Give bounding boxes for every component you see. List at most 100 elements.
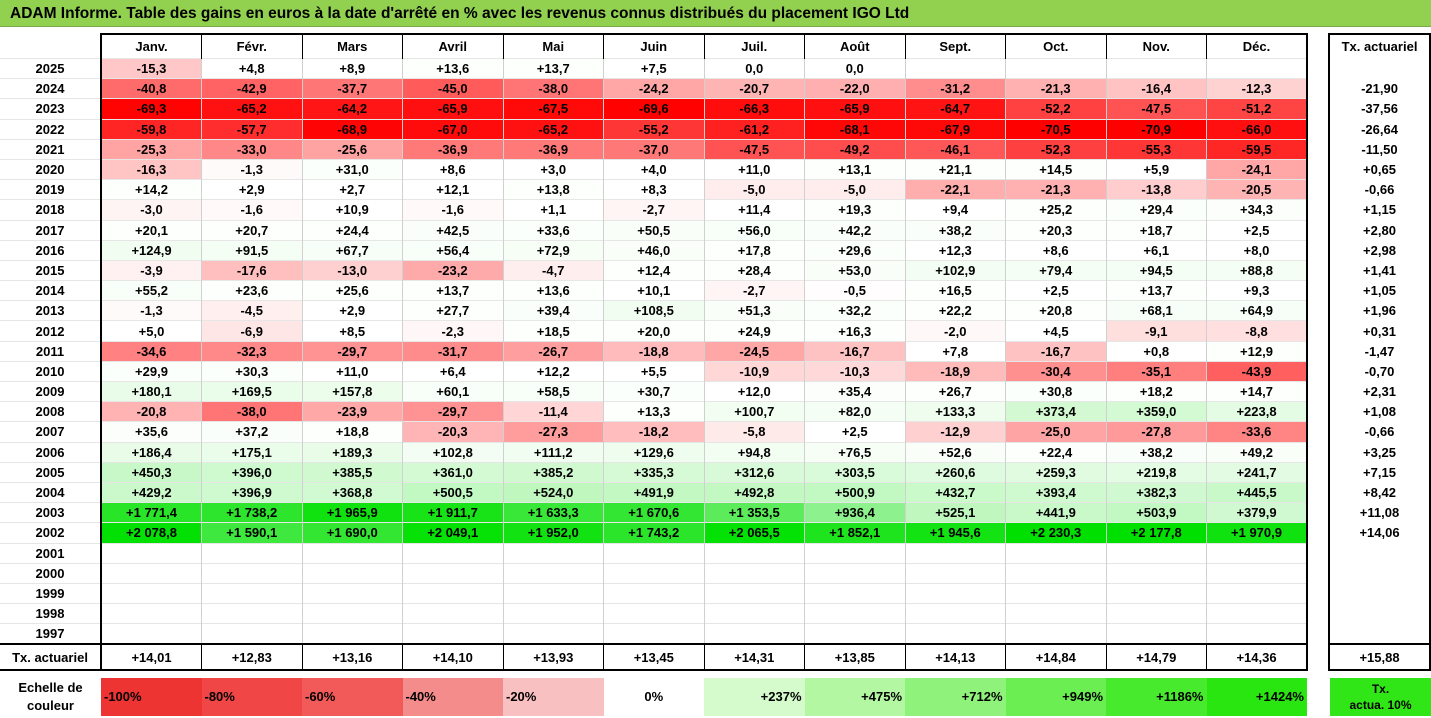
gain-cell: +29,4 bbox=[1105, 199, 1207, 220]
gain-cell: +5,0 bbox=[100, 320, 202, 342]
gain-cell: +82,0 bbox=[804, 401, 905, 422]
table-row: 2008 -20,8 -38,0 -23,9 -29,7 -11,4 +13,3 +100,7… bbox=[0, 401, 1307, 422]
actuarial-rate-header: Tx. actuariel bbox=[1329, 33, 1430, 59]
gain-cell: +46,0 bbox=[603, 239, 704, 261]
gain-cell: +393,4 bbox=[1005, 481, 1106, 503]
actuarial-row: -1,47 bbox=[1329, 341, 1430, 361]
gain-cell: -8,8 bbox=[1206, 320, 1307, 342]
gain-cell: +11,0 bbox=[301, 360, 403, 382]
gain-cell: +9,4 bbox=[904, 199, 1006, 220]
gain-cell: +10,1 bbox=[603, 280, 704, 301]
table-row: 2015 -3,9 -17,6 -13,0 -23,2 -4,7 +12,4 +28,4 +53… bbox=[0, 259, 1307, 281]
gain-cell: +503,9 bbox=[1105, 502, 1207, 523]
gain-cell: +14,5 bbox=[1005, 158, 1106, 180]
actuarial-rate-cell: +2,98 bbox=[1363, 242, 1396, 258]
year-label: 2015 bbox=[0, 259, 102, 281]
gain-cell: -68,9 bbox=[301, 118, 403, 140]
table-row: 2017 +20,1 +20,7 +24,4 +42,5 +33,6 +50,5 +56,0 +… bbox=[0, 219, 1307, 241]
month-header: Mars bbox=[301, 33, 403, 59]
year-label: 2025 bbox=[0, 57, 102, 79]
gain-cell bbox=[804, 603, 905, 624]
table-row: 2005 +450,3 +396,0 +385,5 +361,0 +385,2 +335,3… bbox=[0, 461, 1307, 483]
gain-cell bbox=[502, 542, 604, 564]
gain-cell: +56,0 bbox=[703, 219, 805, 241]
actuarial-row: +1,96 bbox=[1329, 301, 1430, 321]
color-scale-swatch: -100% bbox=[101, 678, 202, 716]
gains-table: Janv. Févr. Mars Avril Mai Juin Juil. Août Sept.… bbox=[0, 33, 1308, 672]
gain-cell bbox=[904, 582, 1006, 604]
gain-cell: +2,5 bbox=[1005, 280, 1106, 301]
month-header: Août bbox=[804, 33, 905, 59]
actuarial-swatch-line1: Tx. bbox=[1371, 682, 1390, 696]
gain-cell: +55,2 bbox=[100, 280, 202, 301]
actuarial-rate-cell: +14,06 bbox=[1359, 525, 1400, 541]
gain-cell: +4,0 bbox=[603, 158, 704, 180]
gain-cell: +94,5 bbox=[1105, 259, 1207, 281]
gain-cell bbox=[804, 582, 905, 604]
year-label: 1998 bbox=[0, 603, 102, 624]
actuarial-rate-cell: +8,42 bbox=[1363, 485, 1396, 501]
month-header: Juin bbox=[603, 33, 704, 59]
color-scale-swatch: +475% bbox=[804, 678, 905, 716]
year-label: 2010 bbox=[0, 360, 102, 382]
gain-cell: +14,7 bbox=[1206, 380, 1307, 402]
gain-cell: +76,5 bbox=[804, 441, 905, 463]
gain-cell: +1 965,9 bbox=[301, 502, 403, 523]
gain-cell: +12,1 bbox=[402, 179, 503, 200]
gain-cell: +8,6 bbox=[1005, 239, 1106, 261]
gain-cell: -1,3 bbox=[201, 158, 302, 180]
actuarial-rate-cell: -0,70 bbox=[1364, 363, 1395, 379]
actuarial-rate-cell: +1,96 bbox=[1363, 303, 1396, 319]
actuarial-row bbox=[1329, 543, 1430, 563]
actuarial-row: -37,56 bbox=[1329, 99, 1430, 119]
gain-cell: -20,8 bbox=[100, 401, 202, 422]
gain-cell: +14,2 bbox=[100, 179, 202, 200]
footer-rate-cell: +14,01 bbox=[100, 643, 202, 671]
color-scale-swatch: +1424% bbox=[1206, 678, 1307, 716]
color-scale-swatch: -20% bbox=[503, 678, 604, 716]
gain-cell: +53,0 bbox=[804, 259, 905, 281]
gain-cell: -69,3 bbox=[100, 98, 202, 120]
gain-cell: +68,1 bbox=[1105, 300, 1207, 321]
gain-cell: -51,2 bbox=[1206, 98, 1307, 120]
gain-cell: +13,7 bbox=[1105, 280, 1207, 301]
gain-cell: -68,1 bbox=[804, 118, 905, 140]
actuarial-rate-cell: +2,31 bbox=[1363, 384, 1396, 400]
gain-cell: +12,4 bbox=[603, 259, 704, 281]
table-row: 2020 -16,3 -1,3 +31,0 +8,6 +3,0 +4,0 +11,0 +13,1… bbox=[0, 158, 1307, 180]
gain-cell: +259,3 bbox=[1005, 461, 1106, 483]
year-label: 2002 bbox=[0, 522, 102, 543]
gain-cell: -66,3 bbox=[703, 98, 805, 120]
gain-cell: +12,0 bbox=[703, 380, 805, 402]
table-row: 2012 +5,0 -6,9 +8,5 -2,3 +18,5 +20,0 +24,9 +16,3… bbox=[0, 320, 1307, 342]
gain-cell bbox=[804, 623, 905, 645]
actuarial-row: +11,08 bbox=[1329, 503, 1430, 523]
gain-cell bbox=[201, 623, 302, 645]
gain-cell: +1 945,6 bbox=[904, 522, 1006, 543]
table-row: 2003 +1 771,4 +1 738,2 +1 965,9 +1 911,7 +1 6… bbox=[0, 502, 1307, 523]
gain-cell: +30,7 bbox=[603, 380, 704, 402]
gain-cell: -29,7 bbox=[301, 340, 403, 362]
actuarial-row: -26,64 bbox=[1329, 119, 1430, 139]
gain-cell: +24,4 bbox=[301, 219, 403, 241]
gain-cell: -38,0 bbox=[201, 401, 302, 422]
footer-label: Tx. actuariel bbox=[0, 643, 102, 671]
gain-cell: +29,9 bbox=[100, 360, 202, 382]
year-label: 2022 bbox=[0, 118, 102, 140]
gain-cell: +8,6 bbox=[402, 158, 503, 180]
month-header: Janv. bbox=[100, 33, 202, 59]
gain-cell: -16,7 bbox=[804, 340, 905, 362]
gain-cell bbox=[703, 542, 805, 564]
gain-cell: +33,6 bbox=[502, 219, 604, 241]
gain-cell: -27,8 bbox=[1105, 421, 1207, 443]
gain-cell: -61,2 bbox=[703, 118, 805, 140]
gain-cell bbox=[100, 582, 202, 604]
gain-cell: -18,9 bbox=[904, 360, 1006, 382]
gain-cell: -20,5 bbox=[1206, 179, 1307, 200]
gain-cell: -18,2 bbox=[603, 421, 704, 443]
gain-cell: +500,5 bbox=[402, 481, 503, 503]
actuarial-rate-cell bbox=[1329, 563, 1430, 583]
year-label: 2018 bbox=[0, 199, 102, 220]
gain-cell: +936,4 bbox=[804, 502, 905, 523]
gain-cell: +42,2 bbox=[804, 219, 905, 241]
